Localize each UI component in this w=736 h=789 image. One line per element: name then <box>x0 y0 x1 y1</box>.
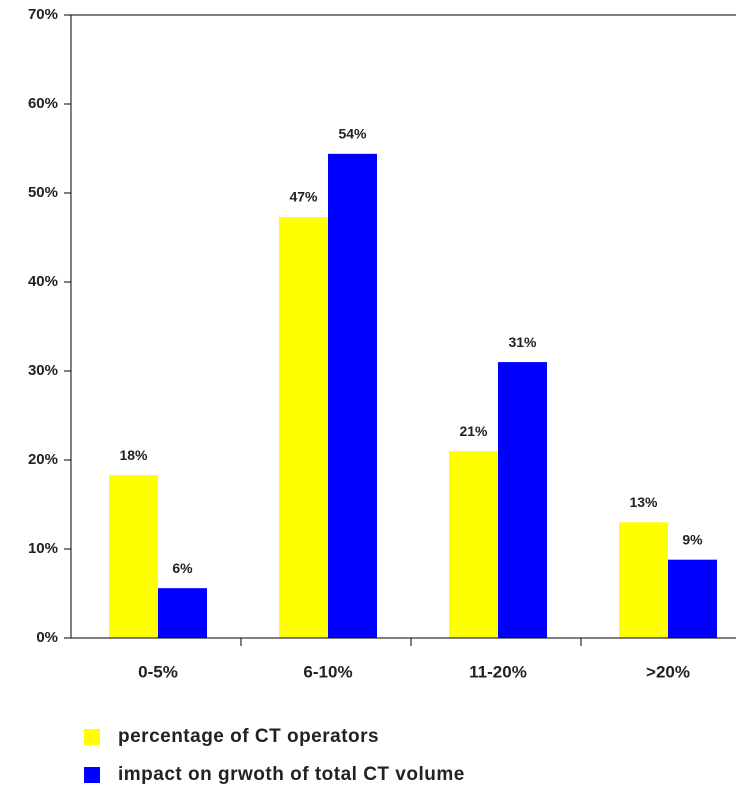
y-tick-label: 20% <box>28 451 58 468</box>
x-tick-label: 11-20% <box>469 662 527 681</box>
legend-label: impact on grwoth of total CT volume <box>118 764 465 785</box>
x-tick-label: 6-10% <box>303 662 352 681</box>
x-tick-label: >20% <box>646 662 690 681</box>
x-tick-label: 0-5% <box>138 662 178 681</box>
y-tick-label: 40% <box>28 273 58 290</box>
bar <box>328 153 377 638</box>
bar <box>158 588 207 638</box>
value-label: 21% <box>459 423 488 439</box>
y-tick-label: 50% <box>28 184 58 201</box>
value-label: 9% <box>682 531 703 547</box>
value-label: 47% <box>289 189 318 205</box>
value-label: 18% <box>119 447 148 463</box>
y-tick-label: 70% <box>28 6 58 23</box>
y-tick-label: 0% <box>36 629 58 646</box>
bar <box>498 362 547 638</box>
value-label: 6% <box>172 560 193 576</box>
legend-swatch <box>84 729 100 745</box>
value-label: 13% <box>629 494 658 510</box>
y-tick-label: 10% <box>28 540 58 557</box>
y-tick-label: 60% <box>28 95 58 112</box>
legend-label: percentage of CT operators <box>118 726 379 747</box>
bar <box>449 451 498 638</box>
bar <box>619 522 668 638</box>
value-label: 54% <box>338 126 367 142</box>
bar <box>279 217 328 638</box>
y-tick-label: 30% <box>28 362 58 379</box>
value-label: 31% <box>508 334 537 350</box>
legend-swatch <box>84 767 100 783</box>
bar <box>668 559 717 638</box>
bar <box>109 475 158 638</box>
